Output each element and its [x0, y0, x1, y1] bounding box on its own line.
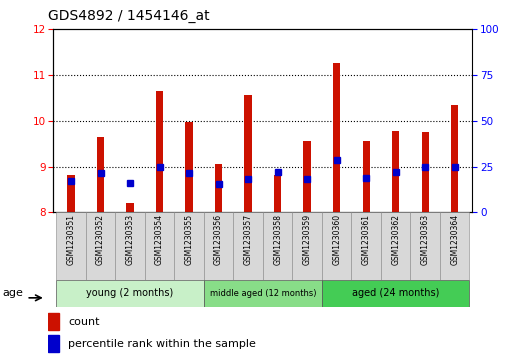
Bar [185, 122, 193, 212]
Bar [204, 280, 322, 307]
Text: age: age [3, 288, 23, 298]
Text: GDS4892 / 1454146_at: GDS4892 / 1454146_at [48, 9, 210, 23]
Bar [126, 203, 134, 212]
Text: GSM1230359: GSM1230359 [303, 215, 312, 265]
Bar [293, 212, 322, 280]
Bar [274, 175, 281, 212]
Bar [333, 64, 340, 212]
Text: GSM1230353: GSM1230353 [125, 215, 135, 265]
Bar [48, 335, 59, 352]
Bar [352, 212, 381, 280]
Text: GSM1230355: GSM1230355 [184, 215, 194, 265]
Text: GSM1230363: GSM1230363 [421, 215, 430, 265]
Bar [56, 280, 204, 307]
Bar [145, 212, 174, 280]
Text: GSM1230364: GSM1230364 [450, 215, 459, 265]
Bar [322, 280, 469, 307]
Bar [97, 137, 104, 212]
Bar [115, 212, 145, 280]
Bar [86, 212, 115, 280]
Bar [156, 91, 163, 212]
Bar [410, 212, 440, 280]
Bar [263, 212, 293, 280]
Text: GSM1230358: GSM1230358 [273, 215, 282, 265]
Text: GSM1230356: GSM1230356 [214, 215, 223, 265]
Bar [363, 141, 370, 212]
Text: GSM1230361: GSM1230361 [362, 215, 371, 265]
Bar [381, 212, 410, 280]
Bar [303, 141, 311, 212]
Bar [68, 175, 75, 212]
Text: GSM1230351: GSM1230351 [67, 215, 76, 265]
Text: GSM1230354: GSM1230354 [155, 215, 164, 265]
Text: GSM1230357: GSM1230357 [244, 215, 252, 265]
Bar [204, 212, 233, 280]
Bar [174, 212, 204, 280]
Bar [422, 132, 429, 212]
Text: GSM1230360: GSM1230360 [332, 215, 341, 265]
Bar [322, 212, 352, 280]
Text: percentile rank within the sample: percentile rank within the sample [69, 339, 256, 349]
Text: aged (24 months): aged (24 months) [352, 288, 439, 298]
Bar [56, 212, 86, 280]
Text: GSM1230352: GSM1230352 [96, 215, 105, 265]
Text: GSM1230362: GSM1230362 [391, 215, 400, 265]
Bar [392, 131, 399, 212]
Text: count: count [69, 317, 100, 327]
Text: middle aged (12 months): middle aged (12 months) [210, 289, 316, 298]
Bar [440, 212, 469, 280]
Bar [48, 313, 59, 330]
Bar [244, 95, 252, 212]
Bar [233, 212, 263, 280]
Bar [215, 164, 223, 212]
Bar [451, 105, 458, 212]
Text: young (2 months): young (2 months) [86, 288, 174, 298]
